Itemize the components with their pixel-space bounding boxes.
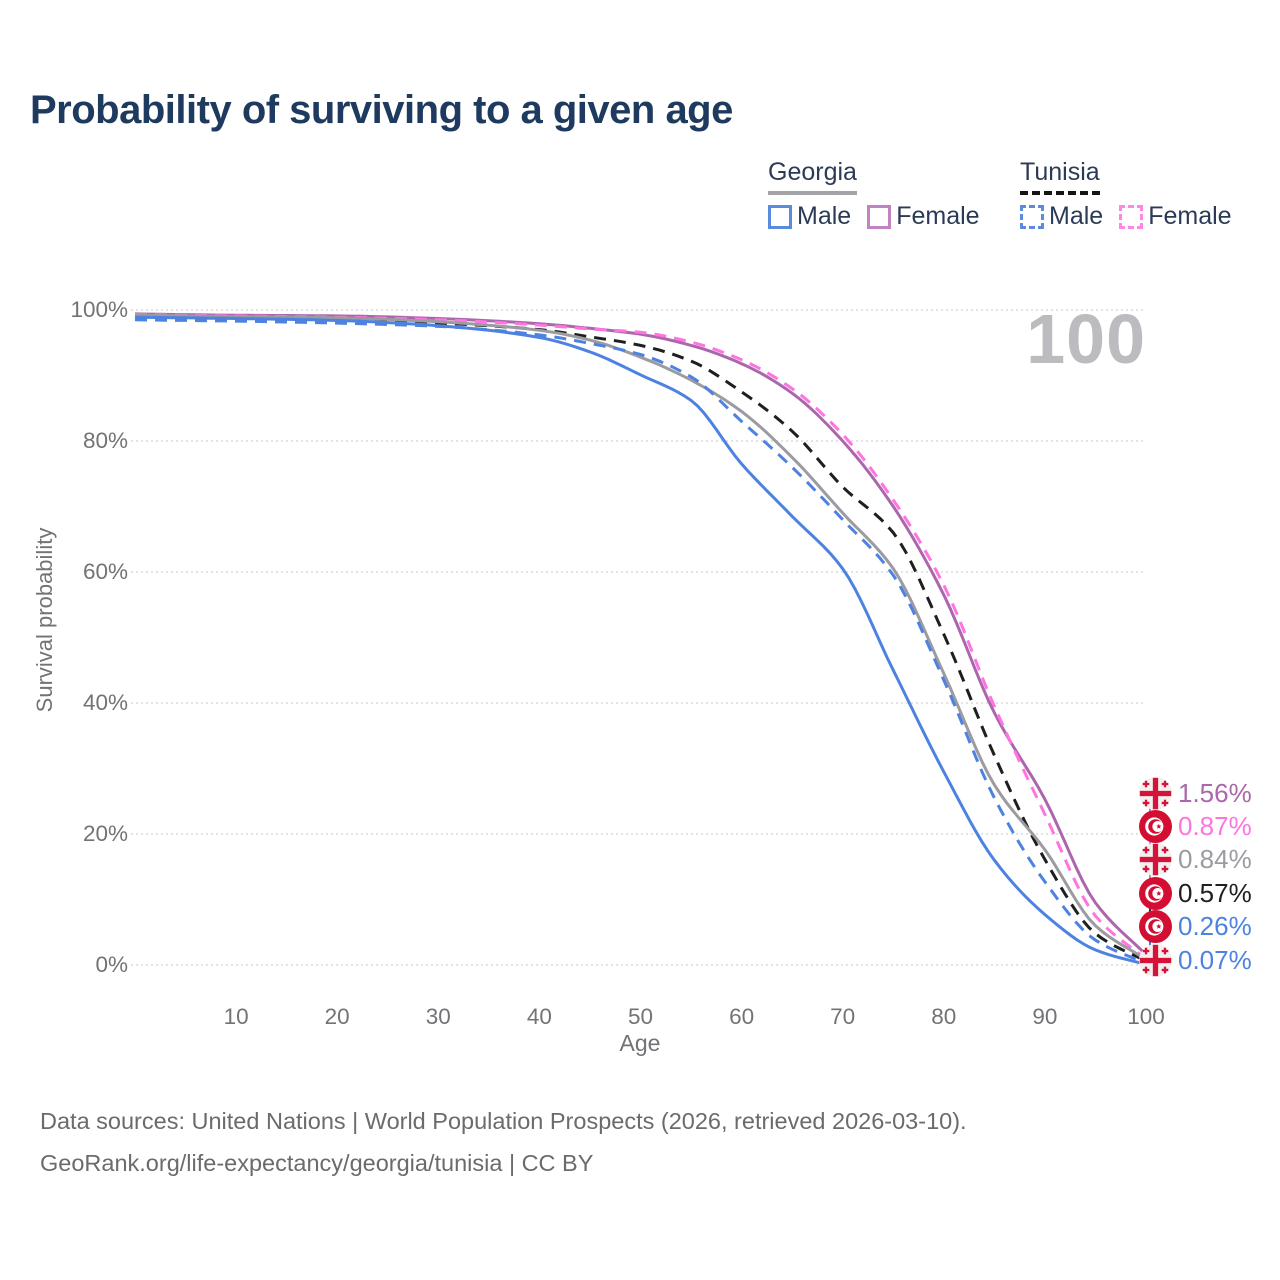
tunisia-flag-icon	[1139, 910, 1172, 944]
georgia-flag-icon	[1139, 776, 1172, 810]
age-counter-watermark: 100	[1026, 300, 1146, 378]
legend-label: Female	[896, 202, 980, 230]
x-tick-label: 90	[1032, 1004, 1058, 1029]
legend-label: Female	[1148, 202, 1232, 230]
endpoint-label-tunisia-all: 0.57%	[1139, 876, 1252, 910]
legend-swatch-georgia-male-icon	[768, 204, 792, 229]
legend-group-tunisia: Tunisia Male Female	[1020, 158, 1232, 231]
legend-title-tunisia: Tunisia	[1020, 158, 1100, 195]
x-tick-label: 40	[526, 1004, 552, 1029]
legend-item-tunisia-male[interactable]: Male	[1020, 202, 1103, 231]
series-line-georgia_all	[134, 313, 1147, 961]
endpoint-label-georgia-female: 1.56%	[1139, 776, 1252, 810]
x-tick-label: 10	[223, 1004, 249, 1029]
y-tick-label: 60%	[82, 559, 128, 584]
footer-sources: Data sources: United Nations | World Pop…	[40, 1108, 967, 1134]
x-tick-label: 20	[324, 1004, 350, 1029]
endpoint-value: 0.57%	[1178, 877, 1252, 908]
series-line-georgia_male	[134, 315, 1147, 966]
legend-item-tunisia-female[interactable]: Female	[1119, 202, 1232, 231]
footer: Data sources: United Nations | World Pop…	[40, 1100, 967, 1184]
legend-label: Male	[1049, 202, 1104, 230]
footer-attribution: GeoRank.org/life-expectancy/georgia/tuni…	[40, 1150, 594, 1176]
legend-group-georgia: Georgia Male Female	[768, 158, 980, 231]
x-tick-label: 100	[1127, 1004, 1165, 1029]
y-tick-label: 40%	[82, 690, 128, 715]
endpoint-value: 0.26%	[1178, 911, 1252, 942]
georgia-flag-icon	[1139, 843, 1172, 877]
series-line-tunisia_all	[134, 315, 1147, 963]
legend-swatch-tunisia-female-icon	[1119, 204, 1144, 229]
tunisia-flag-icon	[1139, 809, 1172, 843]
endpoint-value: 0.84%	[1178, 844, 1252, 875]
series-line-tunisia_male	[134, 318, 1147, 965]
endpoint-label-georgia-all: 0.84%	[1139, 843, 1252, 877]
x-axis-title: Age	[619, 1030, 661, 1056]
x-tick-label: 80	[931, 1004, 957, 1029]
page-title: Probability of surviving to a given age	[30, 88, 733, 132]
series-line-georgia_female	[134, 312, 1148, 956]
x-tick-label: 70	[830, 1004, 856, 1029]
legend-swatch-tunisia-male-icon	[1020, 204, 1044, 229]
endpoint-label-georgia-male: 0.07%	[1139, 943, 1252, 977]
legend-item-georgia-female[interactable]: Female	[867, 202, 980, 231]
x-tick-label: 50	[627, 1004, 654, 1029]
endpoint-value: 1.56%	[1178, 777, 1252, 808]
y-tick-label: 0%	[95, 952, 128, 977]
x-tick-label: 60	[729, 1004, 755, 1029]
tunisia-flag-icon	[1139, 876, 1172, 910]
y-tick-label: 20%	[82, 821, 128, 846]
x-tick-label: 30	[425, 1004, 451, 1029]
series-line-tunisia_female	[134, 313, 1147, 961]
legend-title-georgia: Georgia	[768, 158, 857, 195]
legend-swatch-georgia-female-icon	[867, 204, 892, 229]
georgia-flag-icon	[1139, 943, 1172, 977]
y-tick-label: 100%	[70, 297, 128, 322]
endpoint-value: 0.07%	[1178, 944, 1252, 975]
y-tick-label: 80%	[82, 428, 128, 453]
endpoint-label-tunisia-male: 0.26%	[1139, 910, 1252, 944]
y-axis-title: Survival probability	[32, 527, 57, 713]
legend-item-georgia-male[interactable]: Male	[768, 202, 851, 231]
legend-label: Male	[797, 202, 852, 230]
endpoint-value: 0.87%	[1178, 810, 1252, 841]
endpoint-label-tunisia-female: 0.87%	[1139, 809, 1252, 843]
